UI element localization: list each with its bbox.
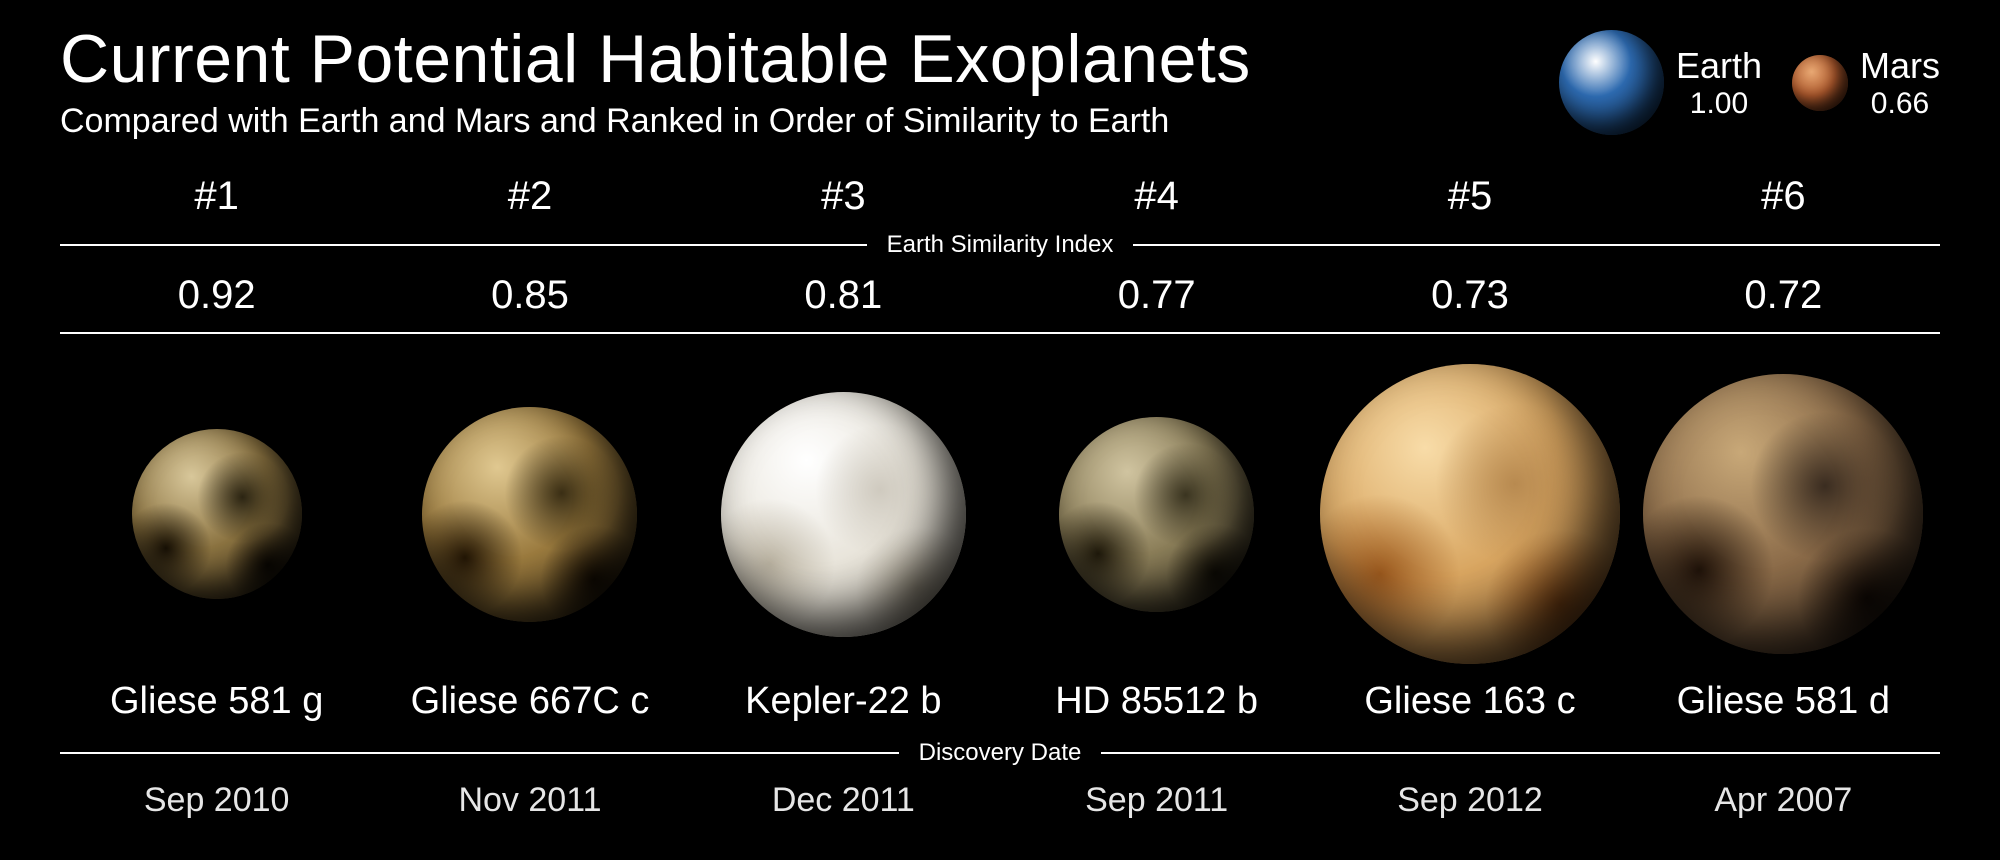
rank-cell: #3 — [687, 166, 1000, 227]
discovery-date: Sep 2011 — [1000, 771, 1313, 820]
planet-name: Gliese 163 c — [1313, 674, 1626, 735]
discovery-date: Nov 2011 — [373, 771, 686, 820]
earth-icon — [1559, 30, 1664, 135]
header: Current Potential Habitable Exoplanets C… — [60, 20, 1940, 141]
planet-name: Gliese 581 d — [1627, 674, 1940, 735]
planet-icon — [1320, 364, 1620, 664]
discovery-date: Sep 2012 — [1313, 771, 1626, 820]
reference-earth: Earth 1.00 — [1559, 30, 1762, 135]
planet-icon — [1643, 374, 1923, 654]
planet-name: Gliese 581 g — [60, 674, 373, 735]
rank-cell: #4 — [1000, 166, 1313, 227]
planet-cell — [132, 364, 302, 664]
mars-icon — [1792, 55, 1848, 111]
planet-cell — [1320, 364, 1620, 664]
rule-line — [1101, 752, 1940, 754]
discovery-section-label: Discovery Date — [60, 739, 1940, 767]
discovery-date: Sep 2010 — [60, 771, 373, 820]
planet-cell — [721, 364, 966, 664]
name-row: Gliese 581 g Gliese 667C c Kepler-22 b H… — [60, 674, 1940, 735]
esi-row: 0.92 0.85 0.81 0.77 0.73 0.72 — [60, 263, 1940, 332]
rule-line — [60, 752, 899, 754]
reference-mars: Mars 0.66 — [1792, 45, 1940, 121]
rule-line — [1133, 244, 1940, 246]
esi-cell: 0.81 — [687, 263, 1000, 332]
esi-cell: 0.92 — [60, 263, 373, 332]
planet-cell — [422, 364, 637, 664]
esi-label-text: Earth Similarity Index — [887, 231, 1114, 259]
page-subtitle: Compared with Earth and Mars and Ranked … — [60, 102, 1559, 141]
esi-cell: 0.85 — [373, 263, 686, 332]
rank-cell: #5 — [1313, 166, 1626, 227]
reference-mars-name: Mars — [1860, 45, 1940, 87]
discovery-date-row: Sep 2010 Nov 2011 Dec 2011 Sep 2011 Sep … — [60, 771, 1940, 820]
rule-line — [60, 244, 867, 246]
reference-earth-name: Earth — [1676, 45, 1762, 87]
title-block: Current Potential Habitable Exoplanets C… — [60, 20, 1559, 141]
page-title: Current Potential Habitable Exoplanets — [60, 20, 1559, 98]
planet-icon — [422, 407, 637, 622]
rank-cell: #1 — [60, 166, 373, 227]
planets-row — [60, 334, 1940, 674]
rank-cell: #6 — [1627, 166, 1940, 227]
reference-mars-value: 0.66 — [1860, 87, 1940, 121]
esi-cell: 0.73 — [1313, 263, 1626, 332]
discovery-date: Apr 2007 — [1627, 771, 1940, 820]
planet-icon — [132, 429, 302, 599]
discovery-label-text: Discovery Date — [919, 739, 1082, 767]
planet-name: HD 85512 b — [1000, 674, 1313, 735]
planet-icon — [1059, 417, 1254, 612]
reference-earth-value: 1.00 — [1676, 87, 1762, 121]
rank-cell: #2 — [373, 166, 686, 227]
planet-name: Kepler-22 b — [687, 674, 1000, 735]
planet-icon — [721, 392, 966, 637]
discovery-date: Dec 2011 — [687, 771, 1000, 820]
planet-cell — [1059, 364, 1254, 664]
rank-row: #1 #2 #3 #4 #5 #6 — [60, 166, 1940, 227]
planet-name: Gliese 667C c — [373, 674, 686, 735]
reference-planets: Earth 1.00 Mars 0.66 — [1559, 20, 1940, 135]
esi-cell: 0.72 — [1627, 263, 1940, 332]
esi-cell: 0.77 — [1000, 263, 1313, 332]
planet-cell — [1643, 364, 1923, 664]
esi-section-label: Earth Similarity Index — [60, 231, 1940, 259]
